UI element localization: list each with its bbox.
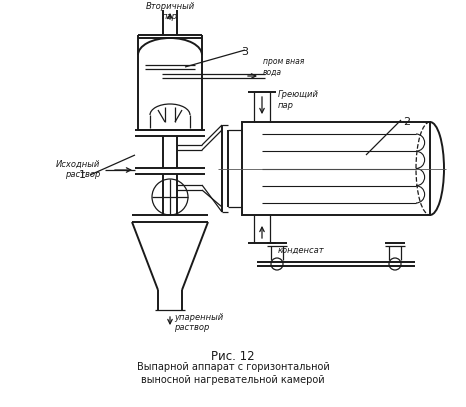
Text: Исходный
раствор: Исходный раствор xyxy=(55,160,100,179)
Text: 2: 2 xyxy=(403,117,410,127)
Text: 1: 1 xyxy=(79,170,86,180)
Text: упаренный
раствор: упаренный раствор xyxy=(174,313,223,333)
Text: Вторичный
пар: Вторичный пар xyxy=(145,2,195,22)
Text: пром вная
вода: пром вная вода xyxy=(263,57,304,77)
Bar xyxy=(242,122,430,215)
Text: конденсат: конденсат xyxy=(278,245,325,254)
Text: Греющий
пар: Греющий пар xyxy=(278,90,319,110)
Text: выносной нагревательной камерой: выносной нагревательной камерой xyxy=(141,375,325,385)
Text: Выпарной аппарат с горизонтальной: Выпарной аппарат с горизонтальной xyxy=(137,362,329,372)
Text: 3: 3 xyxy=(241,47,248,57)
Text: Рис. 12: Рис. 12 xyxy=(211,350,255,363)
